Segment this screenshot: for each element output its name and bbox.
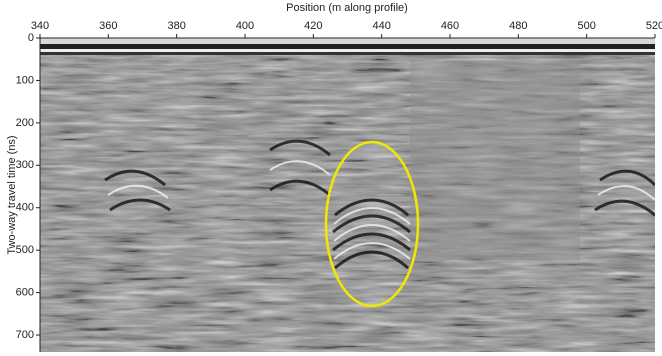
x-axis-label: Position (m along profile) <box>286 2 408 14</box>
y-tick-label: 400 <box>16 202 34 214</box>
x-tick-label: 460 <box>441 20 459 32</box>
y-tick-label: 300 <box>16 159 34 171</box>
x-tick-label: 500 <box>577 20 595 32</box>
x-tick-label: 400 <box>236 20 254 32</box>
highlight-ellipse <box>324 140 420 308</box>
y-tick-label: 600 <box>16 287 34 299</box>
y-axis-label: Two-way travel time (ns) <box>6 135 18 254</box>
x-tick-label: 340 <box>31 20 49 32</box>
y-tick-label: 0 <box>28 32 34 44</box>
y-tick-label: 200 <box>16 117 34 129</box>
x-tick-label: 440 <box>372 20 390 32</box>
x-tick-label: 360 <box>99 20 117 32</box>
x-tick-label: 480 <box>509 20 527 32</box>
x-tick-label: 380 <box>167 20 185 32</box>
x-tick-label: 520 <box>646 20 662 32</box>
radargram-image <box>40 38 655 352</box>
y-tick-label: 700 <box>16 329 34 341</box>
y-tick-label: 500 <box>16 244 34 256</box>
y-tick-label: 100 <box>16 74 34 86</box>
x-tick-label: 420 <box>304 20 322 32</box>
